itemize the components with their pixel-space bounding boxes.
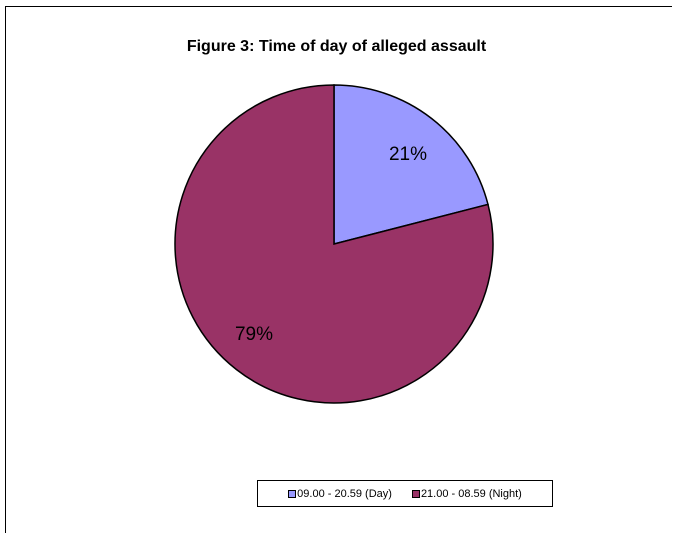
legend-label-night: 21.00 - 08.59 (Night) bbox=[420, 487, 522, 500]
legend-swatch-night bbox=[411, 489, 420, 498]
legend-item-night: 21.00 - 08.59 (Night) bbox=[411, 487, 522, 500]
chart-area bbox=[5, 6, 672, 533]
legend-swatch-day bbox=[288, 489, 297, 498]
pie-slice-day bbox=[333, 84, 489, 245]
legend-label-day: 09.00 - 20.59 (Day) bbox=[297, 487, 392, 500]
pie-slice-night bbox=[174, 84, 494, 404]
slice-label-night: 79% bbox=[235, 324, 273, 345]
chart-legend: 09.00 - 20.59 (Day) 21.00 - 08.59 (Night… bbox=[257, 480, 553, 507]
slice-label-day: 21% bbox=[389, 144, 427, 165]
chart-title: Figure 3: Time of day of alleged assault bbox=[186, 38, 487, 55]
legend-item-day: 09.00 - 20.59 (Day) bbox=[288, 488, 392, 500]
